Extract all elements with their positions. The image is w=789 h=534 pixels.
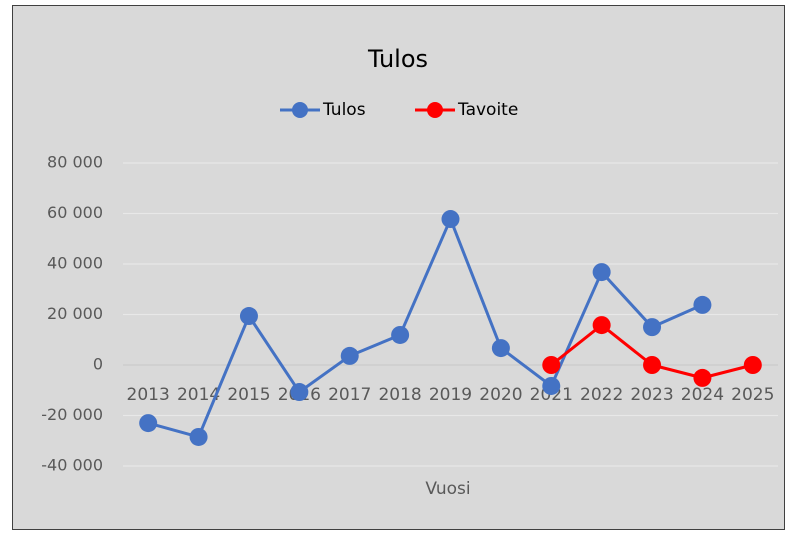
x-tick-label: 2013 [127, 385, 170, 405]
x-tick-label: 2022 [580, 385, 623, 405]
data-point [491, 339, 510, 358]
x-tick-label: 2018 [378, 385, 421, 405]
legend-label: Tulos [322, 100, 366, 120]
data-point [290, 383, 309, 402]
data-point [542, 376, 561, 395]
data-point [743, 356, 762, 374]
data-point [592, 263, 611, 282]
data-point [542, 356, 561, 374]
data-point [693, 295, 712, 314]
legend-marker [427, 102, 443, 118]
x-tick-label: 2021 [530, 385, 573, 405]
data-point [391, 325, 410, 344]
x-tick-label: 2017 [328, 385, 371, 405]
x-tick-label: 2015 [227, 385, 270, 405]
legend-label: Tavoite [457, 100, 518, 120]
x-tick-label: 2014 [177, 385, 220, 405]
y-tick-label: 20 000 [47, 304, 103, 323]
x-tick-label: 2023 [630, 385, 673, 405]
x-tick-label: 2020 [479, 385, 522, 405]
legend-marker [292, 102, 308, 118]
data-point [643, 356, 662, 374]
data-point [239, 307, 258, 326]
data-point [643, 318, 662, 337]
data-point [139, 414, 158, 433]
data-point [189, 427, 208, 446]
y-tick-label: 40 000 [47, 254, 103, 273]
chart-title: Tulos [367, 45, 428, 73]
y-tick-label: 60 000 [47, 203, 103, 222]
y-tick-label: -20 000 [41, 405, 103, 424]
y-tick-label: -40 000 [41, 456, 103, 475]
data-point [693, 368, 712, 387]
data-point [441, 210, 460, 229]
x-tick-label: 2019 [429, 385, 472, 405]
x-tick-label: 2024 [681, 385, 724, 405]
data-point [592, 316, 611, 335]
y-tick-label: 0 [93, 355, 103, 374]
chart-frame [12, 5, 785, 530]
x-axis-title: Vuosi [425, 479, 470, 499]
series-line [147, 217, 704, 439]
x-tick-label: 2025 [731, 385, 774, 405]
y-tick-label: 80 000 [47, 153, 103, 172]
data-point [340, 346, 359, 365]
